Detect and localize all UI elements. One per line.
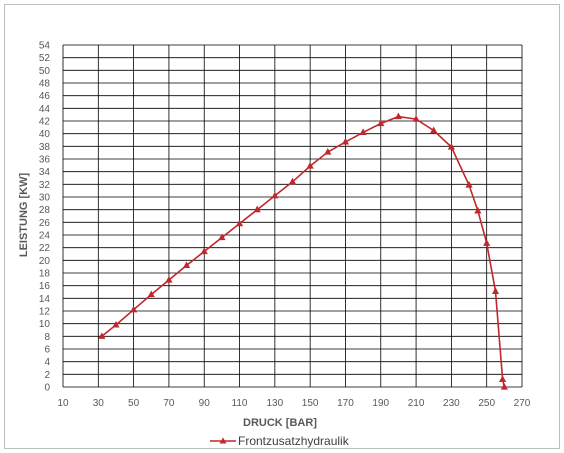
data-point-marker [430,126,438,134]
y-tick-label: 16 [39,281,51,292]
data-point-marker [474,206,482,214]
y-tick-label: 34 [39,167,51,178]
data-point-marker [359,128,367,135]
data-point-marker [98,332,106,339]
y-tick-label: 30 [39,193,51,204]
y-tick-label: 52 [39,53,51,64]
legend-series-label: Frontzusatzhydraulik [238,434,350,448]
y-tick-label: 20 [39,256,51,267]
x-tick-label: 170 [337,398,354,409]
data-point-marker [235,219,244,227]
y-tick-label: 32 [39,180,51,191]
legend-triangle-marker [219,437,227,444]
y-tick-labels: 0246810121416182022242628303234363840424… [39,41,51,394]
x-tick-label: 270 [514,398,531,409]
x-tick-label: 130 [267,398,284,409]
data-point-marker [465,180,473,188]
x-tick-label: 50 [128,398,140,409]
data-point-marker [377,119,385,127]
y-tick-label: 10 [39,319,51,330]
y-tick-label: 26 [39,218,51,229]
y-tick-label: 2 [44,370,50,381]
x-tick-label: 10 [57,398,69,409]
y-tick-label: 46 [39,91,51,102]
legend: Frontzusatzhydraulik [210,434,350,448]
x-tick-label: 230 [443,398,460,409]
y-tick-label: 12 [39,307,51,318]
x-tick-label: 90 [199,398,211,409]
y-tick-label: 14 [39,294,51,305]
y-tick-label: 42 [39,117,51,128]
x-tick-label: 150 [302,398,319,409]
y-tick-label: 22 [39,243,51,254]
x-tick-label: 70 [163,398,175,409]
x-tick-labels: 10 30 50 70 90 110 130 150 170 190 210 230 250 270 [57,398,530,409]
data-point-marker [341,137,350,145]
y-tick-label: 6 [44,345,50,356]
y-axis-label: LEISTUNG [KW] [18,173,30,258]
y-tick-label: 36 [39,155,51,166]
x-tick-label: 110 [232,398,248,409]
y-tick-label: 44 [39,104,51,115]
y-tick-label: 48 [39,79,51,90]
data-point-marker [271,191,279,199]
data-point-marker [182,261,191,268]
data-point-marker [483,239,491,246]
x-tick-label: 250 [478,398,495,409]
y-tick-label: 38 [39,142,51,153]
data-point-marker [253,205,261,213]
data-point-marker [498,375,507,382]
data-point-marker [200,247,208,255]
y-tick-label: 54 [39,41,51,52]
y-tick-label: 4 [44,357,50,368]
data-point-marker [112,320,120,328]
grid-lines [62,44,523,388]
x-tick-label: 30 [93,398,105,409]
y-tick-label: 40 [39,129,51,140]
x-tick-label: 190 [372,398,389,409]
chart-frame [4,4,560,449]
data-point-marker [324,148,332,155]
x-axis-label: DRUCK [BAR] [243,417,317,429]
data-point-marker [165,275,173,283]
data-point-marker [288,177,297,185]
data-point-marker [447,142,455,150]
data-point-marker [218,233,226,241]
data-point-marker [147,290,155,298]
data-point-marker [394,112,403,120]
data-point-marker [130,305,138,313]
data-point-marker [491,287,500,294]
y-tick-label: 28 [39,205,51,216]
series-layer [98,112,508,390]
y-tick-label: 0 [44,383,50,394]
data-point-marker [306,161,314,169]
y-tick-label: 50 [39,66,51,77]
data-point-marker [412,115,420,122]
y-tick-label: 18 [39,269,51,280]
y-tick-label: 24 [39,231,51,242]
x-tick-label: 210 [408,398,425,409]
y-tick-label: 8 [44,332,50,343]
data-point-marker [500,383,508,390]
series-line [101,115,506,388]
